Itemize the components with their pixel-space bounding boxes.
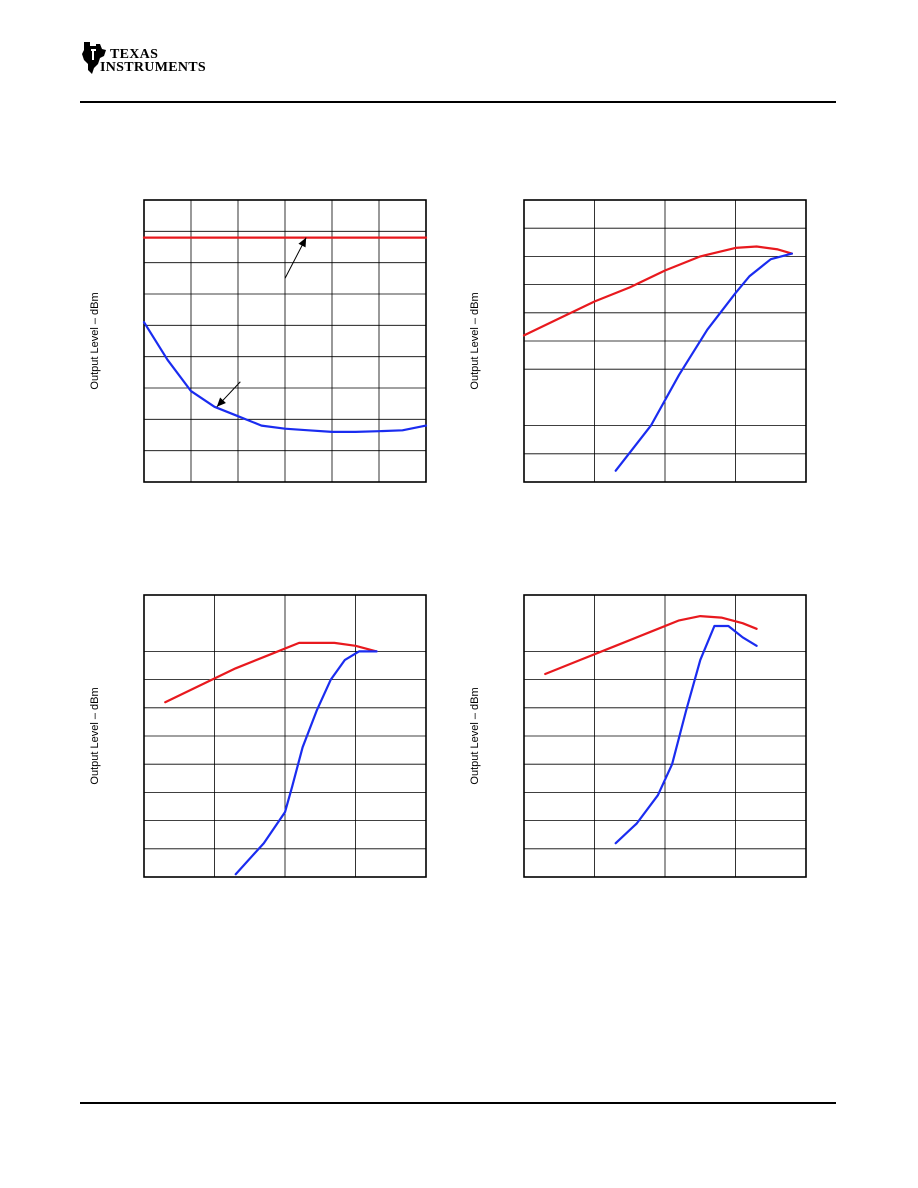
logo-line-2: Instruments [100,60,206,75]
series-line-red [522,245,793,337]
plot-frame [523,199,807,483]
chart-top-left: Output Level – dBm [80,190,460,490]
header-rule [80,101,836,103]
chart-svg: Output Level – dBm [89,594,427,878]
chart-top-right: Output Level – dBm [460,190,840,490]
series-line-red [164,641,378,704]
chart-svg: Output Level – dBm [469,594,807,878]
chart-svg: Output Level – dBm [469,199,807,483]
plot-frame [523,594,807,878]
chart-bottom-left: Output Level – dBm [80,585,460,885]
series-line-blue [234,650,378,876]
series-line-red [544,615,758,676]
y-axis-label: Output Level – dBm [89,687,101,784]
plot-frame [143,594,427,878]
series-line-blue [614,624,758,845]
ti-logo-icon [82,42,106,74]
y-axis-label: Output Level – dBm [469,292,481,389]
series-line-blue [614,252,793,472]
y-axis-label: Output Level – dBm [469,687,481,784]
chart-bottom-right: Output Level – dBm [460,585,840,885]
plot-frame [143,199,427,483]
series-line-blue [142,321,428,433]
y-axis-label: Output Level – dBm [89,292,101,389]
annotation-arrowhead [216,397,226,407]
ti-logo: Texas Instruments [80,40,206,82]
footer-rule [80,1102,836,1104]
annotation-arrowhead [298,237,307,248]
logo-line-1: Texas [110,47,159,62]
chart-svg: Output Level – dBm [89,199,428,483]
